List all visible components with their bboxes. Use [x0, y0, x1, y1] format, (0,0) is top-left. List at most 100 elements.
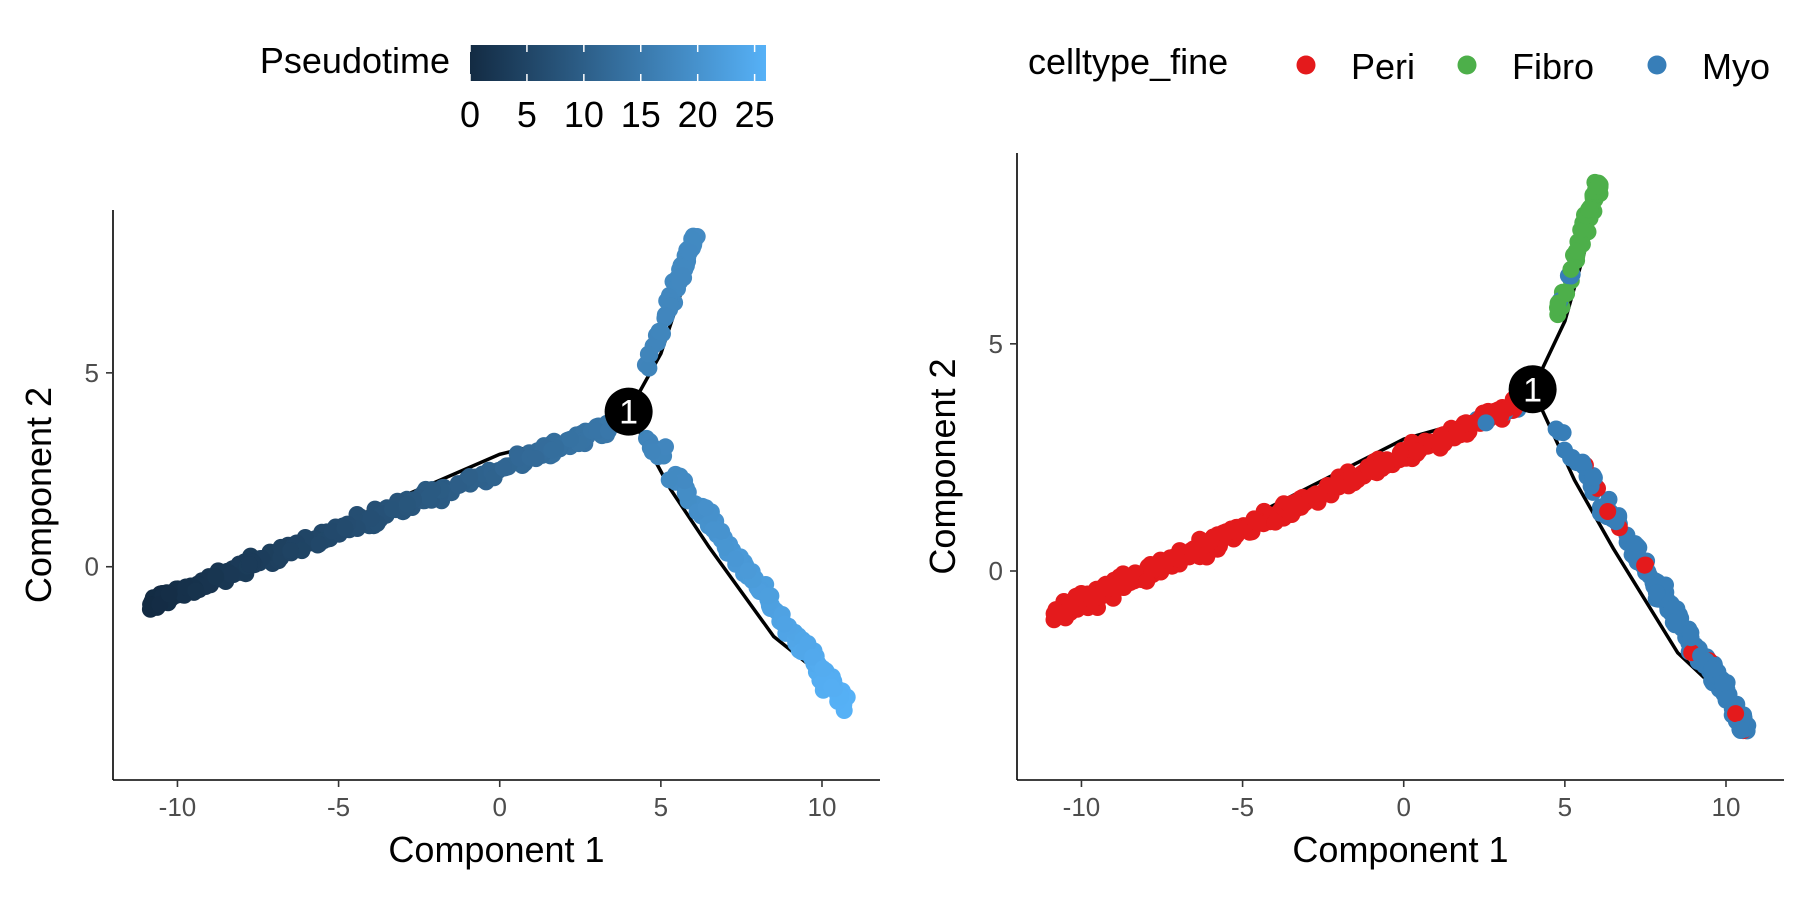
data-point — [657, 438, 674, 456]
data-point — [1574, 453, 1592, 471]
data-point — [1580, 200, 1598, 218]
data-point — [494, 459, 512, 477]
data-point — [653, 323, 670, 341]
x-tick-label: -10 — [159, 792, 197, 822]
y-tick-label: 5 — [85, 358, 99, 388]
data-point — [681, 243, 699, 261]
legend-entry-label: Peri — [1351, 46, 1415, 87]
x-tick-label: 5 — [1558, 792, 1572, 822]
data-point — [362, 509, 380, 527]
data-point — [1567, 242, 1585, 260]
colorbar-tick-label: 15 — [621, 94, 661, 135]
data-point — [543, 441, 561, 459]
data-point — [461, 468, 479, 485]
data-point — [449, 477, 467, 494]
colorbar-tick-label: 10 — [564, 94, 604, 135]
data-point — [1119, 569, 1137, 587]
data-point — [1477, 414, 1495, 432]
data-point — [1549, 299, 1566, 317]
x-tick-label: -5 — [1231, 792, 1254, 822]
data-point — [776, 615, 794, 633]
data-point — [1247, 513, 1265, 531]
data-point — [1636, 556, 1654, 574]
y-axis-title: Component 2 — [922, 358, 963, 574]
data-point — [804, 648, 821, 666]
colorbar-tick-label: 25 — [735, 94, 775, 135]
data-point — [676, 472, 694, 490]
data-point — [1214, 524, 1232, 542]
data-point — [1664, 613, 1682, 631]
data-point — [207, 568, 225, 586]
data-point — [1151, 557, 1169, 575]
data-point — [1184, 543, 1202, 561]
data-point — [282, 542, 300, 559]
data-point — [1550, 423, 1568, 441]
data-point — [1104, 578, 1122, 596]
data-point — [1682, 629, 1700, 647]
data-point — [799, 635, 817, 652]
data-point — [1061, 595, 1079, 613]
data-point — [1448, 423, 1466, 441]
data-point — [1599, 503, 1617, 520]
data-point — [759, 587, 777, 605]
x-tick-label: 0 — [492, 792, 506, 822]
data-point — [222, 566, 240, 584]
data-point — [160, 585, 178, 603]
data-point — [1731, 721, 1749, 738]
data-point — [823, 678, 841, 696]
data-point — [704, 521, 722, 539]
data-point — [1714, 674, 1732, 692]
points — [1045, 173, 1757, 740]
celltype-panel: -10 -5 0 5 10 0 5 Component 1 Component 2 1 cellty… — [922, 41, 1784, 870]
data-point — [1290, 495, 1307, 513]
data-point — [1307, 485, 1325, 503]
data-point — [1572, 221, 1590, 239]
data-point — [727, 550, 744, 568]
y-tick-label: 5 — [989, 329, 1003, 359]
y-tick-label: 0 — [989, 556, 1003, 586]
data-point — [1717, 688, 1735, 706]
data-point — [1191, 530, 1209, 548]
data-point — [1365, 463, 1383, 481]
x-tick-label: 10 — [808, 792, 837, 822]
data-point — [1648, 584, 1666, 602]
data-point — [716, 539, 734, 556]
data-point — [336, 519, 354, 537]
data-point — [1663, 600, 1681, 618]
x-tick-label: 5 — [654, 792, 668, 822]
data-point — [187, 582, 205, 600]
x-tick-label: 0 — [1396, 792, 1410, 822]
x-axis-title: Component 1 — [388, 829, 604, 870]
branch-node — [604, 387, 653, 436]
data-point — [1626, 535, 1644, 553]
data-point — [424, 481, 442, 499]
data-point — [697, 499, 715, 517]
data-point — [814, 660, 832, 678]
data-point — [643, 443, 661, 461]
data-point — [1349, 471, 1367, 489]
x-tick-label: -10 — [1063, 792, 1101, 822]
y-axis-title: Component 2 — [18, 387, 59, 603]
colorbar — [470, 45, 766, 81]
data-point — [1168, 550, 1186, 568]
data-point — [527, 450, 545, 468]
y-tick-label: 0 — [85, 552, 99, 582]
legend-entry-label: Myo — [1702, 46, 1770, 87]
legend-key — [1457, 55, 1477, 75]
x-tick-label: -5 — [327, 792, 350, 822]
x-axis-title: Component 1 — [1292, 829, 1508, 870]
legend-title: Pseudotime — [260, 40, 450, 81]
data-point — [1589, 177, 1607, 195]
x-tick-label: 10 — [1712, 792, 1741, 822]
data-point — [639, 345, 657, 363]
data-point — [676, 484, 694, 502]
data-point — [640, 359, 658, 377]
data-point — [1266, 513, 1284, 531]
data-point — [310, 535, 328, 553]
data-point — [1499, 399, 1517, 417]
data-point — [1323, 477, 1341, 495]
points — [141, 227, 856, 719]
data-point — [561, 430, 579, 448]
